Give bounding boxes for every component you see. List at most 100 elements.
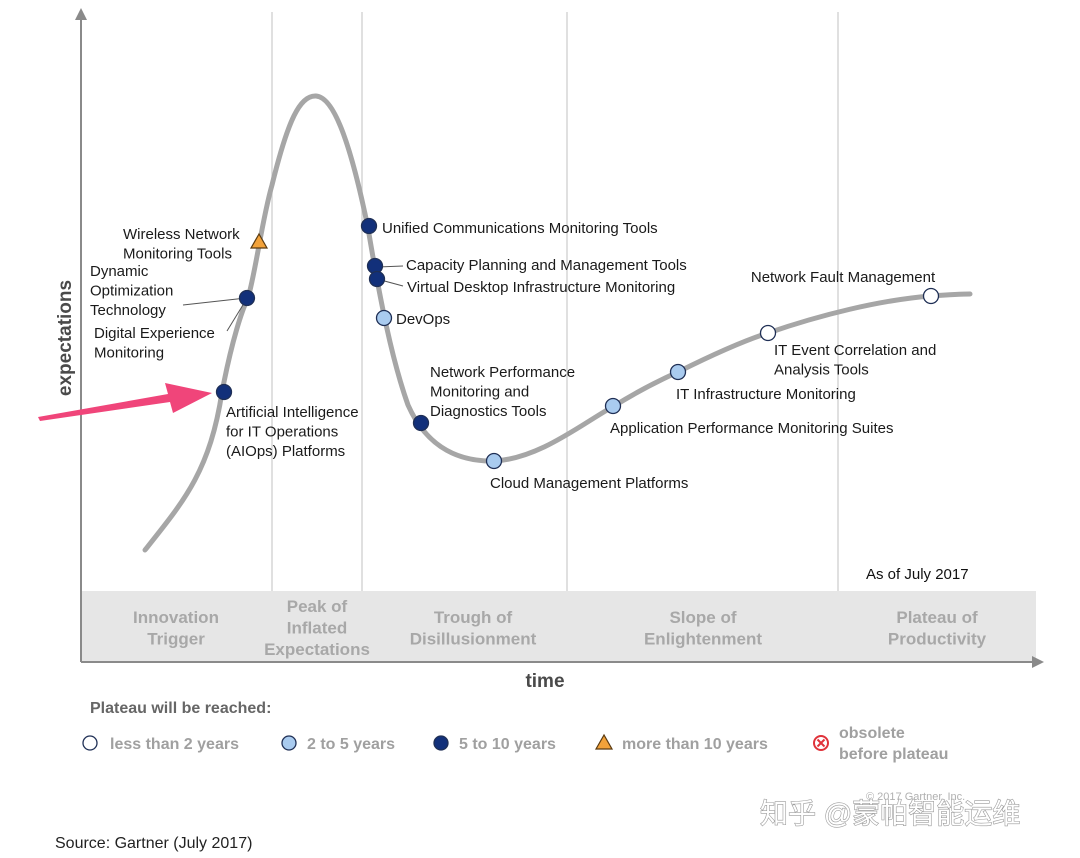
label-capacity-planning-and-management-tools-line: Capacity Planning and Management Tools [406, 257, 687, 274]
label-application-performance-monitoring-suites: Application Performance Monitoring Suite… [610, 420, 893, 437]
label-dynamic-optimization-technology-line: Dynamic [90, 263, 149, 280]
highlight-arrow-icon [38, 383, 212, 421]
legend-2-to-5-years-label-line: 2 to 5 years [307, 736, 395, 753]
leader-line [226, 299, 247, 332]
phase-label-slope-of-enlightenment-line: Slope of [669, 608, 736, 627]
legend-2-to-5-years-dot-icon [281, 735, 297, 751]
label-it-infrastructure-monitoring-line: IT Infrastructure Monitoring [676, 386, 856, 403]
as-of-date: As of July 2017 [866, 566, 969, 583]
label-wireless-network-monitoring-tools-line: Monitoring Tools [123, 246, 232, 263]
leader-line [182, 297, 247, 306]
point-devops [375, 309, 393, 327]
axes-layer [75, 8, 1044, 668]
point-network-performance-monitoring-and-diagnostics-tools [412, 414, 430, 432]
label-digital-experience-monitoring: Digital Experience Monitoring [94, 325, 215, 362]
phase-label-innovation-trigger-line: Trigger [147, 630, 205, 649]
legend-title: Plateau will be reached: [90, 700, 271, 717]
point-network-fault-management [922, 287, 940, 305]
legend-less-than-2-years-label: less than 2 years [110, 736, 239, 753]
label-devops-line: DevOps [396, 311, 450, 328]
y-axis-arrowhead [75, 8, 87, 20]
highlight-arrow-layer [38, 383, 212, 421]
technology-point-layer [215, 217, 940, 470]
label-dynamic-optimization-technology: Dynamic Optimization Technology [90, 263, 173, 319]
label-it-infrastructure-monitoring: IT Infrastructure Monitoring [676, 386, 856, 403]
phase-label-plateau-of-productivity-line: Productivity [888, 630, 987, 649]
phase-divider-layer [271, 12, 839, 591]
legend-obsolete-before-plateau-label-line: obsolete [839, 725, 905, 742]
point-application-performance-monitoring-suites [604, 397, 622, 415]
label-unified-communications-monitoring-tools-line: Unified Communications Monitoring Tools [382, 220, 658, 237]
label-artificial-intelligence-for-it-operations-aiops-platforms-line: (AIOps) Platforms [226, 443, 345, 460]
label-network-performance-monitoring-and-diagnostics-tools: Network Performance Monitoring and Diagnos… [430, 364, 575, 420]
phase-label-plateau-of-productivity-line: Plateau of [896, 608, 978, 627]
phase-label-peak-of-inflated-expectations-line: Inflated [287, 619, 347, 638]
phase-label-layer: Innovation Trigger Peak of Inflated Expectat… [133, 597, 987, 659]
phase-label-peak-of-inflated-expectations-line: Peak of [287, 597, 348, 616]
label-cloud-management-platforms-line: Cloud Management Platforms [490, 475, 688, 492]
phase-label-peak-of-inflated-expectations: Peak of Inflated Expectations [264, 597, 370, 659]
label-wireless-network-monitoring-tools-line: Wireless Network [123, 226, 240, 243]
phase-band-layer [81, 591, 1036, 662]
point-dynamic-optimization-technology [238, 289, 256, 307]
legend-obsolete-before-plateau-label: obsolete before plateau [839, 725, 948, 763]
label-it-event-correlation-and-analysis-tools-line: Analysis Tools [774, 362, 869, 379]
label-unified-communications-monitoring-tools: Unified Communications Monitoring Tools [382, 220, 658, 237]
label-artificial-intelligence-for-it-operations-aiops-platforms: Artificial Intelligence for IT Operations… [226, 404, 359, 460]
label-network-fault-management: Network Fault Management [751, 269, 936, 286]
point-it-event-correlation-and-analysis-tools [759, 324, 777, 342]
label-dynamic-optimization-technology-line: Technology [90, 302, 166, 319]
label-dynamic-optimization-technology-line: Optimization [90, 283, 173, 300]
x-axis-arrowhead [1032, 656, 1044, 668]
legend-5-to-10-years-label-line: 5 to 10 years [459, 736, 556, 753]
legend: less than 2 years 2 to 5 years 5 to 10 yea… [82, 725, 948, 763]
legend-obsolete-before-plateau-x-mark [816, 738, 826, 748]
label-network-fault-management-line: Network Fault Management [751, 269, 936, 286]
label-virtual-desktop-infrastructure-monitoring-line: Virtual Desktop Infrastructure Monitorin… [407, 279, 675, 296]
label-artificial-intelligence-for-it-operations-aiops-platforms-line: Artificial Intelligence [226, 404, 359, 421]
point-artificial-intelligence-for-it-operations-aiops-platforms [215, 383, 233, 401]
point-it-infrastructure-monitoring [669, 363, 687, 381]
legend-5-to-10-years-label: 5 to 10 years [459, 736, 556, 753]
label-it-event-correlation-and-analysis-tools: IT Event Correlation and Analysis Tools [774, 342, 936, 379]
point-cloud-management-platforms [485, 452, 503, 470]
label-it-event-correlation-and-analysis-tools-line: IT Event Correlation and [774, 342, 936, 359]
label-application-performance-monitoring-suites-line: Application Performance Monitoring Suite… [610, 420, 893, 437]
legend-less-than-2-years-dot-icon [82, 735, 98, 751]
watermark-text: 知乎 @蒙帕智能运维 [760, 798, 1020, 829]
source-text: Source: Gartner (July 2017) [55, 835, 252, 852]
label-virtual-desktop-infrastructure-monitoring: Virtual Desktop Infrastructure Monitorin… [407, 279, 675, 296]
x-axis-label: time [525, 671, 564, 692]
label-network-performance-monitoring-and-diagnostics-tools-line: Diagnostics Tools [430, 403, 546, 420]
point-unified-communications-monitoring-tools [360, 217, 378, 235]
y-axis-label: expectations [55, 280, 76, 396]
label-capacity-planning-and-management-tools: Capacity Planning and Management Tools [406, 257, 687, 274]
label-devops: DevOps [396, 311, 450, 328]
label-digital-experience-monitoring-line: Digital Experience [94, 325, 215, 342]
label-network-performance-monitoring-and-diagnostics-tools-line: Network Performance [430, 364, 575, 381]
phase-label-innovation-trigger-line: Innovation [133, 608, 219, 627]
phase-label-trough-of-disillusionment-line: Disillusionment [410, 630, 537, 649]
point-virtual-desktop-infrastructure-monitoring [368, 270, 386, 288]
label-artificial-intelligence-for-it-operations-aiops-platforms-line: for IT Operations [226, 424, 338, 441]
label-cloud-management-platforms: Cloud Management Platforms [490, 475, 688, 492]
legend-more-than-10-years-triangle-icon [594, 733, 614, 750]
legend-5-to-10-years-dot-icon [433, 735, 449, 751]
legend-2-to-5-years-label: 2 to 5 years [307, 736, 395, 753]
copyright-text: © 2017 Gartner, Inc. [866, 791, 965, 803]
legend-obsolete-before-plateau-label-line: before plateau [839, 746, 948, 763]
phase-label-trough-of-disillusionment-line: Trough of [434, 608, 513, 627]
phase-label-trough-of-disillusionment: Trough of Disillusionment [410, 608, 537, 649]
legend-more-than-10-years-label: more than 10 years [622, 736, 768, 753]
point-wireless-network-monitoring-tools [249, 232, 269, 249]
phase-label-peak-of-inflated-expectations-line: Expectations [264, 640, 370, 659]
phase-band [81, 591, 1036, 662]
label-network-performance-monitoring-and-diagnostics-tools-line: Monitoring and [430, 384, 529, 401]
phase-label-innovation-trigger: Innovation Trigger [133, 608, 219, 649]
label-digital-experience-monitoring-line: Monitoring [94, 345, 164, 362]
legend-more-than-10-years-label-line: more than 10 years [622, 736, 768, 753]
label-wireless-network-monitoring-tools: Wireless Network Monitoring Tools [123, 226, 240, 263]
phase-label-plateau-of-productivity: Plateau of Productivity [888, 608, 987, 649]
